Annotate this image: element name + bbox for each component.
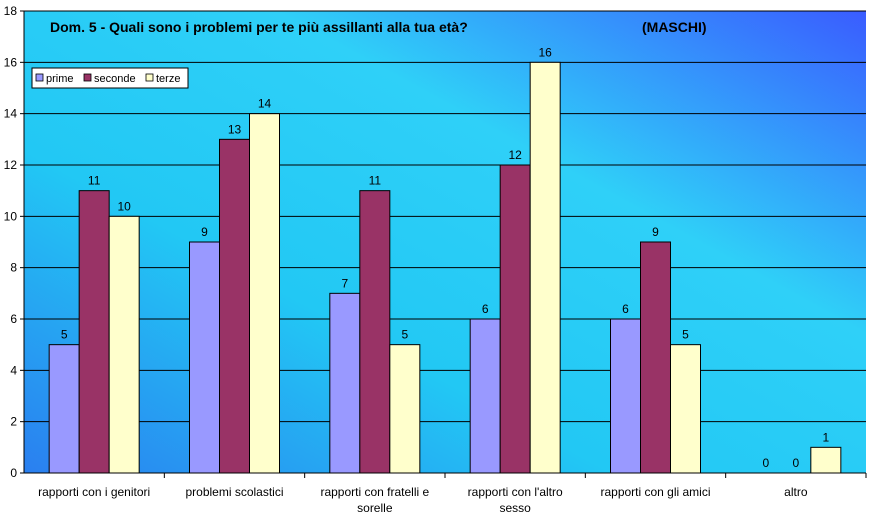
data-label: 13 <box>228 122 242 136</box>
x-category-label: problemi scolastici <box>185 485 283 499</box>
legend-swatch-seconde <box>83 73 92 82</box>
y-tick-label: 0 <box>10 466 17 480</box>
legend-label-seconde: seconde <box>94 73 136 85</box>
y-tick-label: 4 <box>10 363 17 377</box>
y-tick-label: 12 <box>4 158 18 172</box>
bar-prime <box>610 318 641 474</box>
data-label: 6 <box>482 302 489 316</box>
x-category-label: rapporti con i genitori <box>38 485 150 499</box>
bar-terze <box>529 61 561 474</box>
legend-label-prime: prime <box>46 73 74 85</box>
data-label: 12 <box>508 148 522 162</box>
bar-seconde <box>359 190 391 474</box>
bar-prime <box>48 344 80 474</box>
data-label: 5 <box>401 328 408 342</box>
x-category-label: rapporti con fratelli e sorelle <box>320 485 429 515</box>
data-label: 5 <box>682 328 689 342</box>
y-tick-label: 6 <box>10 312 17 326</box>
legend: prime seconde terze <box>31 67 189 89</box>
x-category-label: rapporti con gli amici <box>600 485 710 499</box>
bar-prime <box>329 292 361 474</box>
legend-swatch-prime <box>35 73 44 82</box>
data-label: 5 <box>61 328 68 342</box>
data-label: 0 <box>762 456 769 470</box>
data-label: 9 <box>652 225 659 239</box>
data-label: 10 <box>117 199 131 213</box>
bar-terze <box>670 344 701 474</box>
axes <box>20 10 867 478</box>
y-tick-label: 8 <box>10 261 17 275</box>
data-label: 11 <box>369 174 382 188</box>
gridlines <box>24 10 866 423</box>
data-label: 0 <box>792 456 799 470</box>
bar-seconde <box>219 138 250 474</box>
bar-seconde <box>499 164 531 474</box>
data-label: 6 <box>622 302 629 316</box>
legend-swatch-terze <box>145 73 154 82</box>
data-label: 14 <box>258 97 272 111</box>
bar-prime <box>189 241 220 474</box>
y-tick-labels: 0 2 4 6 8 10 12 14 16 18 <box>4 4 18 480</box>
bar-terze <box>810 446 842 474</box>
y-tick-label: 2 <box>10 415 17 429</box>
x-category-labels: rapporti con i genitori problemi scolasti… <box>38 485 808 515</box>
data-label: 9 <box>201 225 208 239</box>
x-category-label: rapporti con l'altro sesso <box>468 485 563 515</box>
legend-label-terze: terze <box>156 73 180 85</box>
data-labels: 5 11 10 9 13 14 7 11 5 6 12 16 6 9 5 0 0 1 <box>61 45 830 470</box>
y-tick-label: 14 <box>4 107 18 121</box>
legend-box <box>31 67 189 89</box>
data-label: 7 <box>341 276 348 290</box>
y-tick-label: 16 <box>4 55 18 69</box>
chart-title: Dom. 5 - Quali sono i problemi per te pi… <box>50 19 468 35</box>
data-label: 16 <box>538 45 552 59</box>
bar-terze <box>389 344 421 474</box>
bar-prime <box>469 318 501 474</box>
data-label: 1 <box>822 430 829 444</box>
chart-subtitle: (MASCHI) <box>642 19 707 35</box>
data-label: 11 <box>88 174 101 188</box>
y-tick-label: 10 <box>4 209 18 223</box>
bar-seconde <box>78 190 110 474</box>
bar-terze <box>108 215 140 474</box>
y-tick-label: 18 <box>4 4 18 18</box>
x-category-label: altro <box>784 485 808 499</box>
bars <box>48 61 842 474</box>
bar-terze <box>249 113 280 474</box>
bar-seconde <box>640 241 671 474</box>
